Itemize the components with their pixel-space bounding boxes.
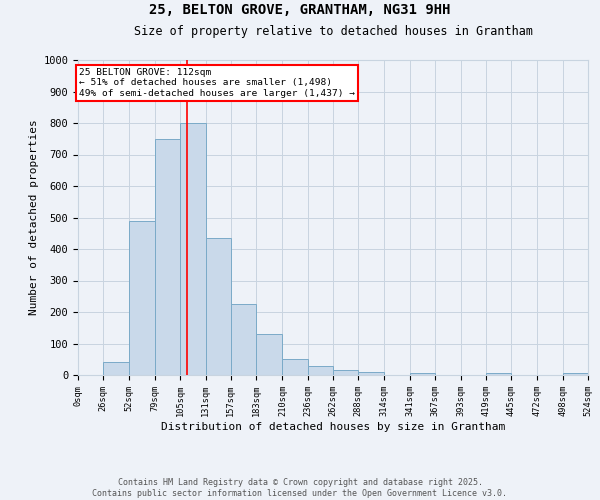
Bar bbox=[103, 362, 128, 375]
Bar bbox=[128, 220, 155, 375]
Text: Contains HM Land Registry data © Crown copyright and database right 2025.
Contai: Contains HM Land Registry data © Crown c… bbox=[92, 478, 508, 498]
Title: Size of property relative to detached houses in Grantham: Size of property relative to detached ho… bbox=[133, 25, 533, 38]
Bar bbox=[231, 304, 256, 375]
Bar bbox=[256, 334, 283, 375]
Bar bbox=[205, 238, 231, 375]
Bar bbox=[410, 373, 435, 375]
Bar bbox=[180, 123, 206, 375]
Text: 25, BELTON GROVE, GRANTHAM, NG31 9HH: 25, BELTON GROVE, GRANTHAM, NG31 9HH bbox=[149, 2, 451, 16]
Text: 25 BELTON GROVE: 112sqm
← 51% of detached houses are smaller (1,498)
49% of semi: 25 BELTON GROVE: 112sqm ← 51% of detache… bbox=[79, 68, 355, 98]
Bar bbox=[308, 366, 333, 375]
X-axis label: Distribution of detached houses by size in Grantham: Distribution of detached houses by size … bbox=[161, 422, 505, 432]
Bar bbox=[563, 374, 588, 375]
Bar bbox=[333, 370, 358, 375]
Bar bbox=[486, 373, 511, 375]
Bar bbox=[283, 359, 308, 375]
Bar bbox=[155, 138, 180, 375]
Bar bbox=[358, 372, 383, 375]
Y-axis label: Number of detached properties: Number of detached properties bbox=[29, 120, 39, 316]
